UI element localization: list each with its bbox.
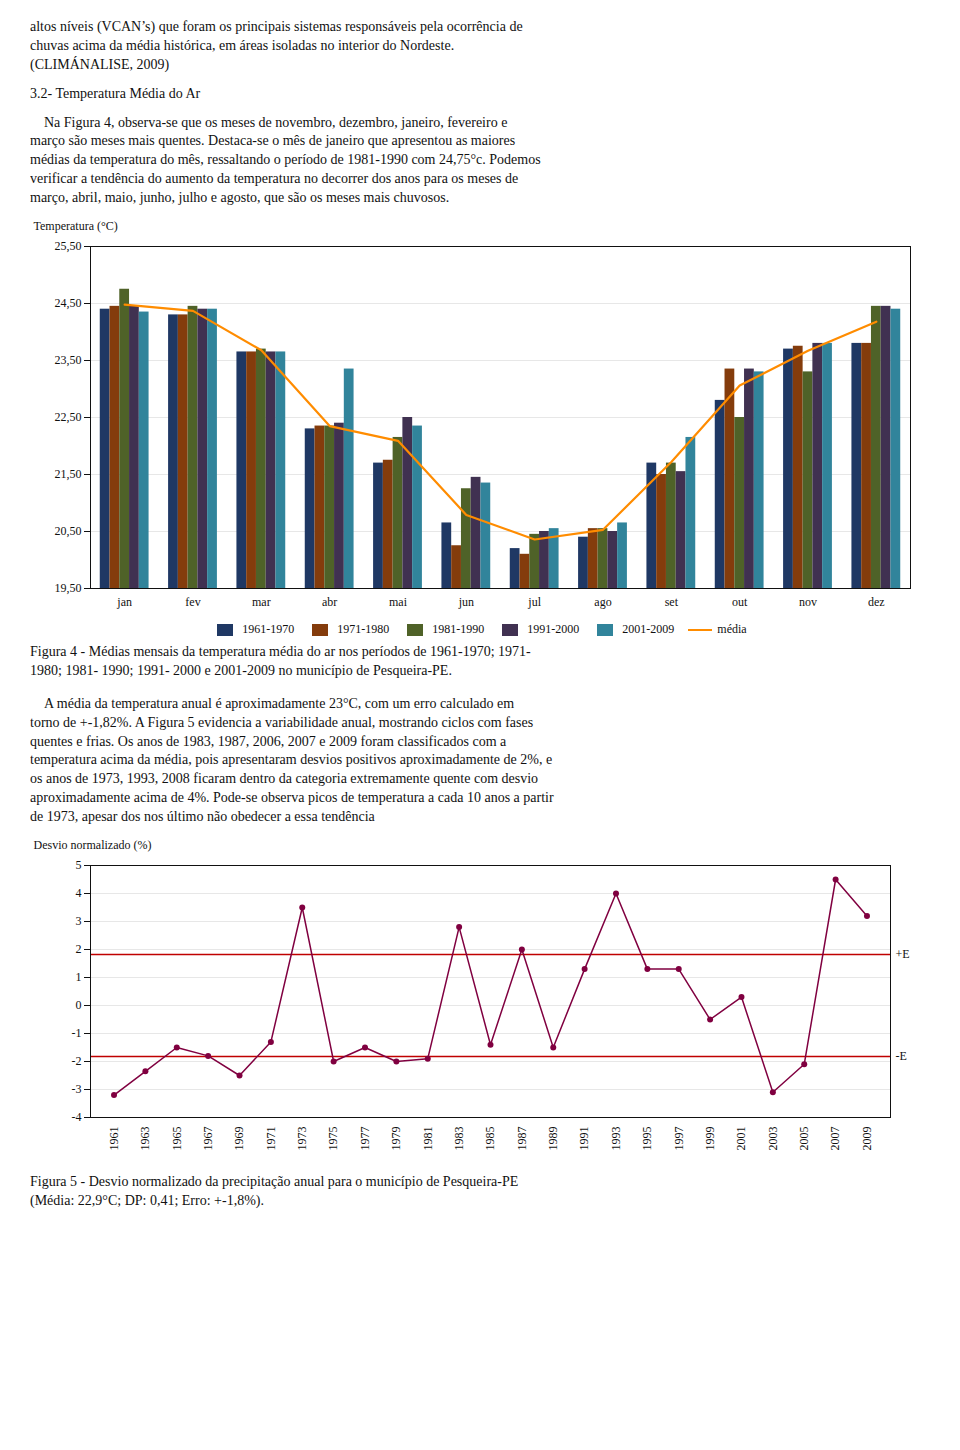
- svg-text:20,50: 20,50: [55, 524, 82, 538]
- html-text:altos níveis (VCAN’s) que fora: altos níveis (VCAN’s) que foram os princ…: [30, 19, 523, 72]
- html-text:média: média: [717, 622, 747, 636]
- html-text:A média da temperatura anual é: A média da temperatura anual é aproximad…: [30, 695, 554, 825]
- svg-text:2: 2: [76, 942, 82, 956]
- svg-text:dez: dez: [868, 595, 885, 609]
- svg-text:1983: 1983: [452, 1127, 466, 1151]
- html-text:1981-1990: 1981-1990: [432, 622, 485, 636]
- svg-text:jun: jun: [458, 595, 474, 609]
- svg-text:4: 4: [76, 886, 82, 900]
- svg-text:-3: -3: [72, 1082, 82, 1096]
- svg-text:fev: fev: [185, 595, 200, 609]
- svg-text:24,50: 24,50: [55, 296, 82, 310]
- svg-text:3: 3: [76, 914, 82, 928]
- svg-text:Temperatura (°C): Temperatura (°C): [34, 219, 118, 233]
- html-text:Figura 5 - Desvio normalizado: Figura 5 - Desvio normalizado da precipi…: [30, 1174, 519, 1208]
- svg-text:jan: jan: [116, 595, 132, 609]
- svg-text:-1: -1: [72, 1026, 82, 1040]
- svg-text:1989: 1989: [546, 1127, 560, 1151]
- svg-text:2003: 2003: [766, 1127, 780, 1151]
- svg-text:-4: -4: [72, 1110, 82, 1124]
- svg-text:1973: 1973: [295, 1127, 309, 1151]
- svg-text:1981: 1981: [421, 1127, 435, 1151]
- html-text:1991-2000: 1991-2000: [527, 622, 580, 636]
- svg-text:2007: 2007: [828, 1127, 842, 1151]
- svg-text:-2: -2: [72, 1054, 82, 1068]
- svg-text:1991: 1991: [577, 1127, 591, 1151]
- svg-text:21,50: 21,50: [55, 467, 82, 481]
- html-text:Na Figura 4, observa-se que os: Na Figura 4, observa-se que os meses de …: [30, 114, 541, 206]
- svg-text:1995: 1995: [640, 1127, 654, 1151]
- svg-text:1987: 1987: [515, 1127, 529, 1151]
- svg-text:1993: 1993: [609, 1127, 623, 1151]
- svg-text:Desvio normalizado (%): Desvio normalizado (%): [34, 838, 152, 852]
- svg-text:1969: 1969: [232, 1127, 246, 1151]
- svg-text:nov: nov: [799, 595, 817, 609]
- svg-text:mai: mai: [389, 595, 408, 609]
- svg-text:mar: mar: [252, 595, 271, 609]
- html-text:2001-2009: 2001-2009: [622, 622, 675, 636]
- svg-text:set: set: [665, 595, 679, 609]
- svg-text:1977: 1977: [358, 1127, 372, 1151]
- svg-text:out: out: [732, 595, 748, 609]
- svg-text:1985: 1985: [483, 1127, 497, 1151]
- svg-text:1961: 1961: [107, 1127, 121, 1151]
- html-text:3.2- Temperatura Média do Ar: 3.2- Temperatura Média do Ar: [30, 85, 201, 101]
- html-text:1971-1980: 1971-1980: [337, 622, 390, 636]
- svg-text:1975: 1975: [326, 1127, 340, 1151]
- svg-text:1965: 1965: [170, 1127, 184, 1151]
- svg-text:0: 0: [76, 998, 82, 1012]
- svg-text:1999: 1999: [703, 1127, 717, 1151]
- svg-text:5: 5: [76, 858, 82, 872]
- svg-text:jul: jul: [527, 595, 541, 609]
- svg-text:1963: 1963: [138, 1127, 152, 1151]
- svg-text:1: 1: [76, 970, 82, 984]
- svg-text:22,50: 22,50: [55, 410, 82, 424]
- svg-text:-E: -E: [896, 1049, 907, 1063]
- svg-text:1997: 1997: [672, 1127, 686, 1151]
- svg-text:2009: 2009: [860, 1127, 874, 1151]
- svg-text:19,50: 19,50: [55, 581, 82, 595]
- svg-text:abr: abr: [322, 595, 337, 609]
- svg-text:ago: ago: [594, 595, 611, 609]
- svg-text:25,50: 25,50: [55, 239, 82, 253]
- svg-text:2005: 2005: [797, 1127, 811, 1151]
- html-text:Figura 4 - Médias mensais da t: Figura 4 - Médias mensais da temperatura…: [30, 644, 531, 678]
- svg-text:2001: 2001: [734, 1127, 748, 1151]
- svg-text:1971: 1971: [264, 1127, 278, 1151]
- html-text:1961-1970: 1961-1970: [242, 622, 295, 636]
- svg-text:+E: +E: [896, 947, 910, 961]
- svg-text:1979: 1979: [389, 1127, 403, 1151]
- svg-text:23,50: 23,50: [55, 353, 82, 367]
- svg-text:1967: 1967: [201, 1127, 215, 1151]
